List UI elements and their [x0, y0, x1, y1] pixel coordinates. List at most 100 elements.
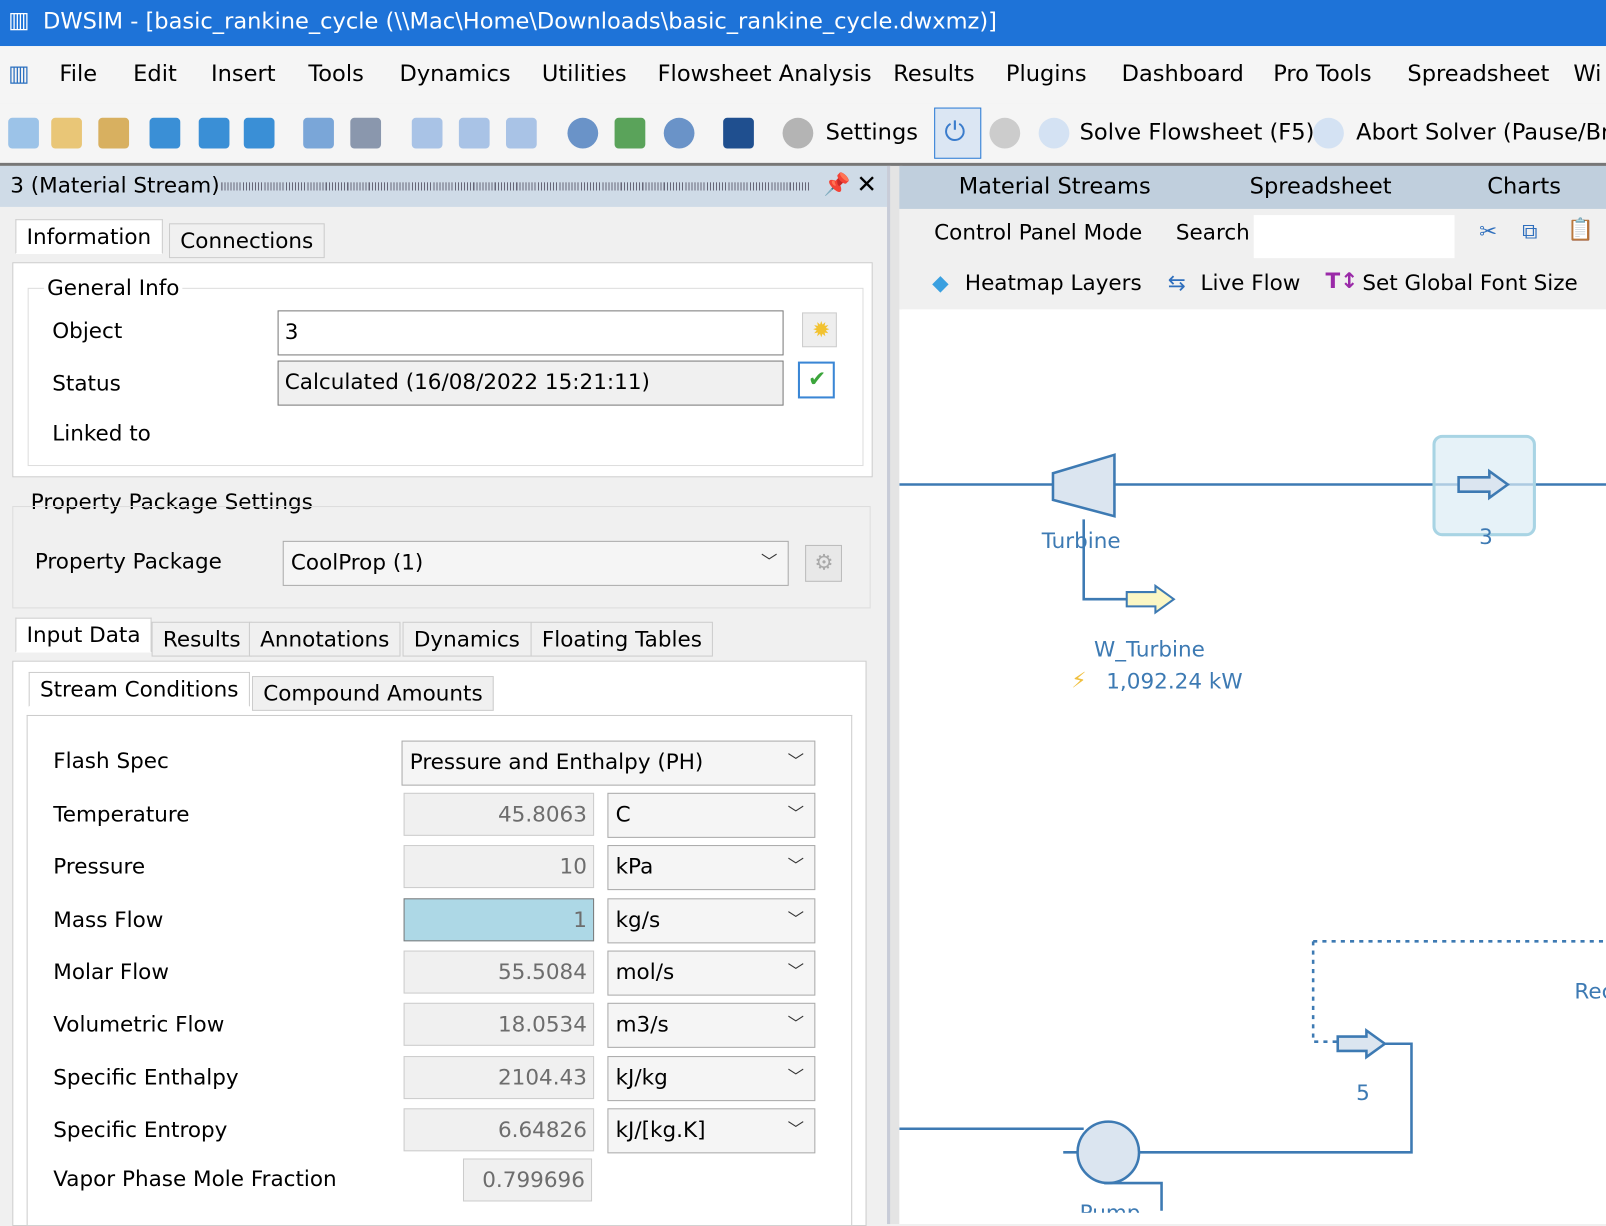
unit-dropdown[interactable]: kPa ﹀ [607, 845, 816, 891]
property-value-field: 45.8063 [403, 792, 595, 836]
menu-insert[interactable]: Insert [211, 61, 276, 88]
tab-annotations[interactable]: Annotations [248, 621, 401, 657]
live-flow-button[interactable]: Live Flow [1200, 270, 1301, 295]
flash-spec-dropdown[interactable]: Pressure and Enthalpy (PH) ﹀ [401, 740, 816, 786]
property-package-dropdown[interactable]: CoolProp (1) ﹀ [282, 540, 789, 586]
energy-stream-icon[interactable] [1125, 583, 1176, 615]
font-size-icon: T↕ [1325, 268, 1359, 293]
save-icon[interactable] [149, 117, 181, 149]
chevron-down-icon: ﹀ [787, 909, 805, 929]
chart-icon[interactable] [723, 117, 754, 149]
object-field[interactable]: 3 [277, 310, 784, 356]
w-turbine-label: W_Turbine [1093, 637, 1205, 662]
cut-icon[interactable]: ✂ [1479, 219, 1498, 244]
open-samples-icon[interactable] [98, 117, 130, 149]
tab-stream-conditions[interactable]: Stream Conditions [28, 671, 250, 707]
tile-horizontal-icon[interactable] [506, 117, 537, 149]
stop-icon [1313, 117, 1344, 149]
paste-icon[interactable]: 📋 [1567, 217, 1594, 242]
status-label: Status [52, 370, 121, 396]
pump-outlet-line [1063, 1042, 1413, 1154]
unit-dropdown[interactable]: mol/s ﹀ [607, 950, 816, 996]
menu-results[interactable]: Results [893, 61, 975, 88]
pin-icon[interactable]: 📌 [823, 172, 851, 197]
tab-information[interactable]: Information [15, 219, 163, 255]
menu-file[interactable]: File [59, 61, 98, 88]
stream-5-icon[interactable] [1336, 1027, 1388, 1060]
tab-compound-amounts[interactable]: Compound Amounts [251, 676, 494, 711]
property-value-field: 18.0534 [403, 1002, 595, 1047]
edit-icon[interactable] [303, 117, 334, 149]
play-icon[interactable] [989, 117, 1021, 149]
tab-floating-tables[interactable]: Floating Tables [530, 621, 714, 657]
copy-icon[interactable]: ⧉ [1522, 219, 1538, 244]
flowsheet-canvas[interactable]: Turbine 3 W_Turbine ⚡ 1,092.24 kW 5 Rec … [899, 309, 1606, 1225]
menu-spreadsheet[interactable]: Spreadsheet [1407, 61, 1550, 88]
menu-window[interactable]: Wi [1573, 61, 1602, 88]
editor-title: 3 (Material Stream) [10, 173, 220, 198]
gear-icon[interactable] [782, 117, 814, 149]
menu-edit[interactable]: Edit [133, 61, 177, 88]
tab-dynamics[interactable]: Dynamics [402, 621, 532, 657]
menu-pro-tools[interactable]: Pro Tools [1273, 61, 1372, 88]
unit-value: kg/s [615, 907, 661, 932]
heatmap-layers-button[interactable]: Heatmap Layers [964, 270, 1142, 295]
status-check-button[interactable]: ✔ [797, 361, 835, 399]
splitter[interactable] [887, 165, 903, 1225]
about-icon[interactable] [663, 117, 695, 149]
unit-dropdown[interactable]: C ﹀ [607, 792, 816, 838]
control-panel-mode-button[interactable]: Control Panel Mode [934, 220, 1143, 245]
property-value-field[interactable]: 1 [403, 897, 595, 941]
menu-flowsheet-analysis[interactable]: Flowsheet Analysis [657, 61, 872, 88]
settings-button[interactable]: Settings [825, 119, 919, 146]
property-package-settings-button[interactable]: ⚙ [805, 544, 842, 582]
tab-spreadsheet[interactable]: Spreadsheet [1249, 174, 1392, 200]
window-title: DWSIM - [basic_rankine_cycle (\\Mac\Home… [43, 9, 997, 35]
abort-solver-button[interactable]: Abort Solver (Pause/Bre [1356, 119, 1606, 146]
menu-tools[interactable]: Tools [308, 61, 364, 88]
app-menu-icon[interactable]: ▥ [8, 61, 30, 88]
save-all-icon[interactable] [198, 117, 230, 149]
menu-dashboard[interactable]: Dashboard [1121, 61, 1244, 88]
inspector-icon[interactable] [350, 117, 382, 149]
unit-dropdown[interactable]: kg/s ﹀ [607, 897, 816, 943]
tab-results[interactable]: Results [151, 621, 252, 657]
close-icon[interactable]: ✕ [856, 170, 877, 199]
highlight-object-button[interactable]: ✹ [802, 312, 837, 348]
solve-icon [1038, 117, 1070, 149]
unit-value: m3/s [615, 1012, 669, 1037]
unit-dropdown[interactable]: kJ/kg ﹀ [607, 1055, 816, 1101]
unit-dropdown[interactable]: kJ/[kg.K] ﹀ [607, 1108, 816, 1154]
tab-input-data[interactable]: Input Data [15, 617, 152, 653]
help-icon[interactable] [567, 117, 599, 149]
menu-utilities[interactable]: Utilities [541, 61, 627, 88]
turbine-icon[interactable] [1051, 453, 1116, 518]
menu-plugins[interactable]: Plugins [1005, 61, 1087, 88]
new-file-icon[interactable] [8, 117, 39, 149]
unit-dropdown[interactable]: m3/s ﹀ [607, 1002, 816, 1049]
menu-dynamics[interactable]: Dynamics [399, 61, 511, 88]
drag-grip[interactable] [221, 182, 810, 191]
property-label: Mass Flow [53, 907, 164, 932]
solve-flowsheet-button[interactable]: Solve Flowsheet (F5) [1079, 119, 1315, 146]
tab-connections[interactable]: Connections [169, 223, 325, 259]
checkmark-icon: ✔ [808, 366, 827, 392]
tab-charts[interactable]: Charts [1487, 174, 1561, 200]
energy-stream-line [1082, 519, 1127, 601]
stream-3-icon[interactable] [1457, 468, 1510, 501]
cascade-icon[interactable] [411, 117, 443, 149]
donate-icon[interactable] [614, 117, 646, 149]
search-input[interactable] [1253, 215, 1455, 259]
save-as-icon[interactable] [243, 117, 275, 149]
recycle-label: Rec [1574, 979, 1606, 1004]
open-folder-icon[interactable] [51, 117, 82, 149]
tile-vertical-icon[interactable] [458, 117, 490, 149]
tab-material-streams[interactable]: Material Streams [958, 174, 1151, 200]
set-global-font-size-button[interactable]: Set Global Font Size [1362, 270, 1578, 295]
gear-icon: ⚙ [814, 550, 834, 575]
flash-spec-label: Flash Spec [53, 748, 169, 774]
property-label: Temperature [53, 802, 190, 827]
pump-icon[interactable] [1076, 1120, 1141, 1185]
unit-value: kJ/kg [615, 1064, 668, 1090]
solver-power-toggle[interactable]: ⏻ [934, 107, 982, 159]
